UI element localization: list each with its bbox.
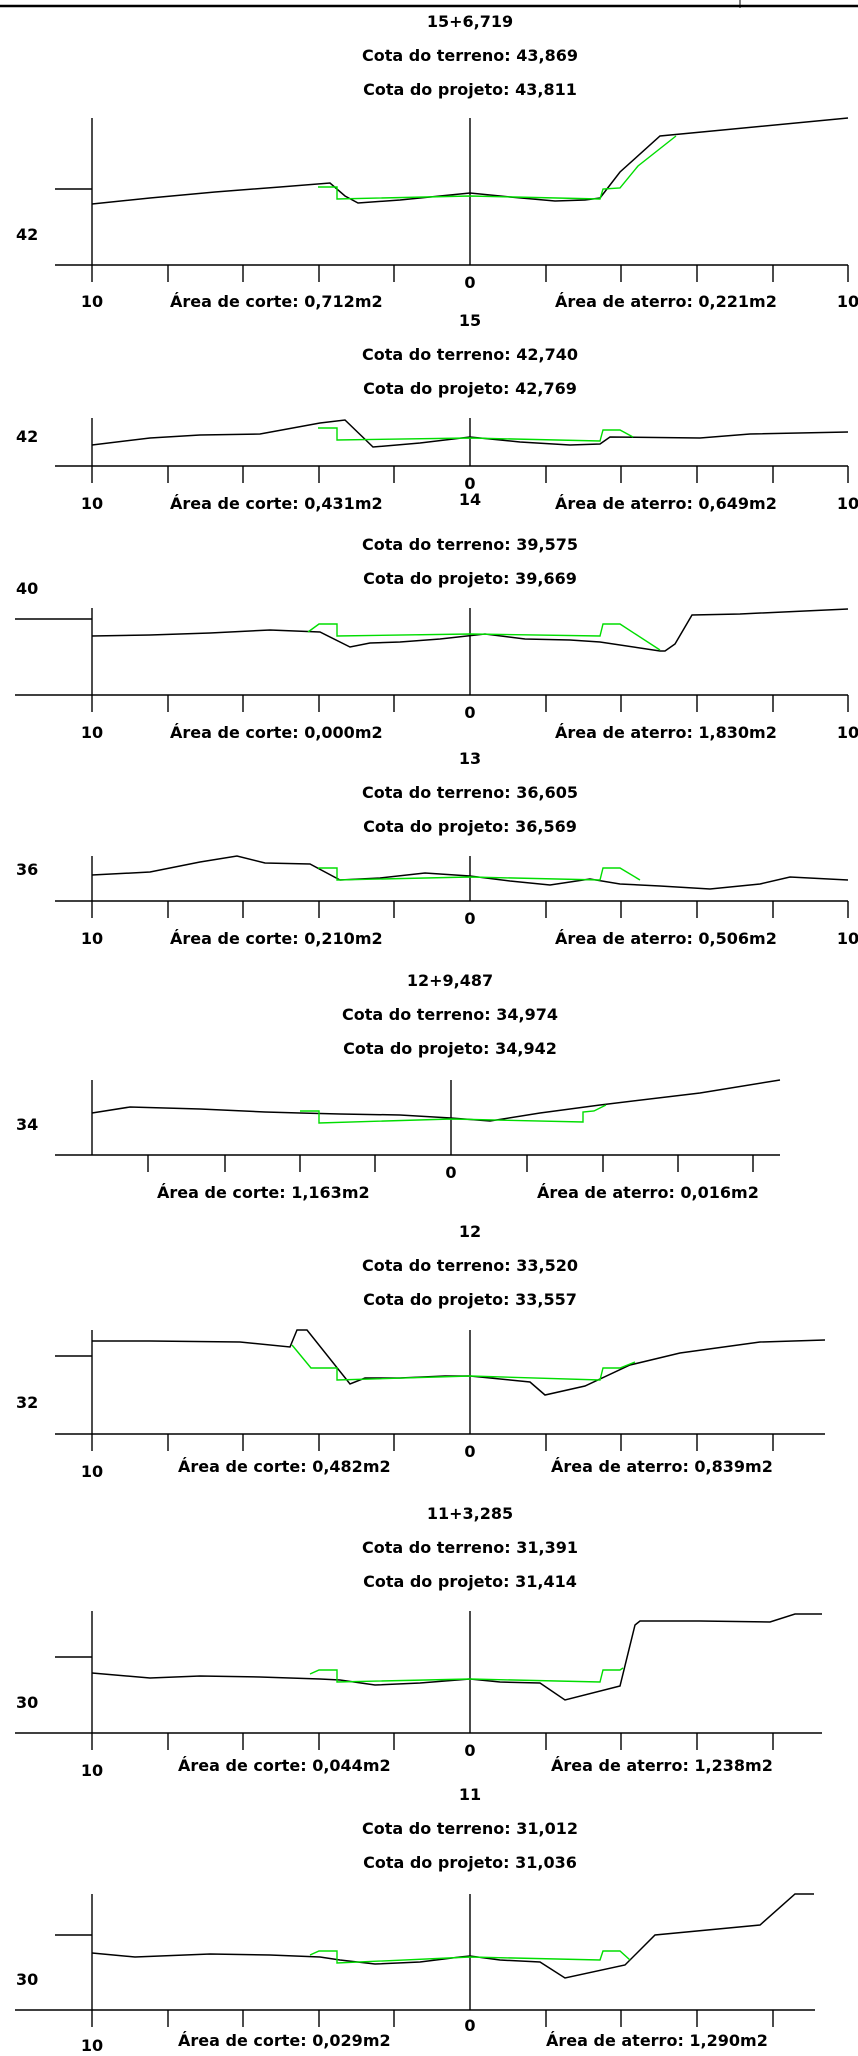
elevation-label: 42 bbox=[16, 225, 38, 244]
elevation-label: 30 bbox=[16, 1693, 38, 1712]
terrain-profile bbox=[91, 1613, 822, 1701]
station-label: 12 bbox=[459, 1222, 481, 1241]
terrain-elevation-label: Cota do terreno: 34,974 bbox=[342, 1005, 558, 1024]
project-elevation-label: Cota do projeto: 43,811 bbox=[363, 80, 577, 99]
station-label: 13 bbox=[459, 749, 481, 768]
elevation-label: 40 bbox=[16, 579, 38, 598]
station-label: 14 bbox=[459, 490, 481, 509]
project-elevation-label: Cota do projeto: 31,036 bbox=[363, 1853, 577, 1872]
center-offset-label: 0 bbox=[464, 1741, 475, 1760]
station-label: 11 bbox=[459, 1785, 481, 1804]
section-12-9487: 12+9,487 Cota do terreno: 34,974 Cota do… bbox=[16, 971, 781, 1202]
cut-area-label: Área de corte: 0,029m2 bbox=[178, 2031, 391, 2050]
left-offset-label: 10 bbox=[81, 929, 103, 948]
baseline-ticks bbox=[91, 695, 849, 712]
fill-area-label: Área de aterro: 0,649m2 bbox=[555, 494, 777, 513]
elevation-label: 30 bbox=[16, 1970, 38, 1989]
project-profile bbox=[318, 867, 641, 881]
left-offset-label: 10 bbox=[81, 494, 103, 513]
baseline-ticks bbox=[91, 265, 849, 282]
terrain-profile bbox=[91, 1079, 781, 1122]
terrain-elevation-label: Cota do terreno: 43,869 bbox=[362, 46, 578, 65]
project-elevation-label: Cota do projeto: 34,942 bbox=[343, 1039, 557, 1058]
section-13: 13 Cota do terreno: 36,605 Cota do proje… bbox=[16, 749, 858, 948]
elevation-label: 42 bbox=[16, 427, 38, 446]
project-elevation-label: Cota do projeto: 39,669 bbox=[363, 569, 577, 588]
elevation-label: 32 bbox=[16, 1393, 38, 1412]
section-11: 11 Cota do terreno: 31,012 Cota do proje… bbox=[15, 1785, 815, 2055]
center-offset-label: 0 bbox=[464, 703, 475, 722]
terrain-profile bbox=[92, 1329, 826, 1396]
baseline-ticks bbox=[91, 1434, 774, 1451]
terrain-profile bbox=[91, 1893, 814, 1979]
terrain-elevation-label: Cota do terreno: 36,605 bbox=[362, 783, 578, 802]
project-elevation-label: Cota do projeto: 33,557 bbox=[363, 1290, 577, 1309]
fill-area-label: Área de aterro: 1,238m2 bbox=[551, 1756, 773, 1775]
baseline-ticks bbox=[91, 1733, 774, 1750]
station-label: 11+3,285 bbox=[427, 1504, 513, 1523]
project-elevation-label: Cota do projeto: 31,414 bbox=[363, 1572, 577, 1591]
right-offset-label: 10 bbox=[837, 494, 858, 513]
left-offset-label: 10 bbox=[81, 1462, 103, 1481]
left-offset-label: 10 bbox=[81, 292, 103, 311]
cut-area-label: Área de corte: 1,163m2 bbox=[157, 1183, 370, 1202]
terrain-elevation-label: Cota do terreno: 31,012 bbox=[362, 1819, 578, 1838]
center-offset-label: 0 bbox=[464, 1442, 475, 1461]
fill-area-label: Área de aterro: 1,290m2 bbox=[546, 2031, 768, 2050]
fill-area-label: Área de aterro: 0,221m2 bbox=[555, 292, 777, 311]
cut-area-label: Área de corte: 0,431m2 bbox=[170, 494, 383, 513]
center-offset-label: 0 bbox=[464, 474, 475, 493]
right-offset-label: 10 bbox=[837, 723, 858, 742]
terrain-elevation-label: Cota do terreno: 39,575 bbox=[362, 535, 578, 554]
terrain-profile bbox=[91, 419, 849, 448]
project-elevation-label: Cota do projeto: 36,569 bbox=[363, 817, 577, 836]
project-profile bbox=[309, 1667, 624, 1683]
elevation-label: 34 bbox=[16, 1115, 38, 1134]
fill-area-label: Área de aterro: 0,506m2 bbox=[555, 929, 777, 948]
center-offset-label: 0 bbox=[464, 909, 475, 928]
project-profile bbox=[318, 427, 634, 442]
station-label: 12+9,487 bbox=[407, 971, 493, 990]
cut-area-label: Área de corte: 0,482m2 bbox=[178, 1457, 391, 1476]
section-14: 14 Cota do terreno: 39,575 Cota do proje… bbox=[15, 490, 858, 742]
left-offset-label: 10 bbox=[81, 723, 103, 742]
section-11-3285: 11+3,285 Cota do terreno: 31,391 Cota do… bbox=[15, 1504, 822, 1780]
elevation-label: 36 bbox=[16, 860, 38, 879]
baseline-ticks bbox=[147, 1155, 754, 1172]
project-elevation-label: Cota do projeto: 42,769 bbox=[363, 379, 577, 398]
cut-area-label: Área de corte: 0,712m2 bbox=[170, 292, 383, 311]
station-label: 15 bbox=[459, 311, 481, 330]
section-15: 15 Cota do terreno: 42,740 Cota do proje… bbox=[16, 311, 858, 513]
project-profile bbox=[307, 623, 661, 651]
fill-area-label: Área de aterro: 1,830m2 bbox=[555, 723, 777, 742]
terrain-profile bbox=[91, 855, 849, 890]
fill-area-label: Área de aterro: 0,016m2 bbox=[537, 1183, 759, 1202]
cut-area-label: Área de corte: 0,000m2 bbox=[170, 723, 383, 742]
center-offset-label: 0 bbox=[464, 273, 475, 292]
project-profile bbox=[300, 1104, 607, 1124]
project-profile bbox=[309, 1950, 631, 1964]
center-offset-label: 0 bbox=[464, 2016, 475, 2035]
terrain-elevation-label: Cota do terreno: 33,520 bbox=[362, 1256, 578, 1275]
project-profile bbox=[291, 1344, 636, 1381]
center-offset-label: 0 bbox=[445, 1163, 456, 1182]
project-profile bbox=[318, 135, 677, 200]
right-offset-label: 10 bbox=[837, 292, 858, 311]
terrain-elevation-label: Cota do terreno: 42,740 bbox=[362, 345, 578, 364]
section-12: 12 Cota do terreno: 33,520 Cota do proje… bbox=[16, 1222, 826, 1481]
station-label: 15+6,719 bbox=[427, 12, 513, 31]
left-offset-label: 10 bbox=[81, 1761, 103, 1780]
cut-area-label: Área de corte: 0,044m2 bbox=[178, 1756, 391, 1775]
baseline-ticks bbox=[91, 2010, 774, 2027]
right-offset-label: 10 bbox=[837, 929, 858, 948]
baseline-ticks bbox=[91, 901, 849, 918]
left-offset-label: 10 bbox=[81, 2036, 103, 2055]
baseline-ticks bbox=[91, 466, 849, 483]
cut-area-label: Área de corte: 0,210m2 bbox=[170, 929, 383, 948]
terrain-elevation-label: Cota do terreno: 31,391 bbox=[362, 1538, 578, 1557]
section-15-6719: 15+6,719 Cota do terreno: 43,869 Cota do… bbox=[16, 12, 858, 311]
fill-area-label: Área de aterro: 0,839m2 bbox=[551, 1457, 773, 1476]
